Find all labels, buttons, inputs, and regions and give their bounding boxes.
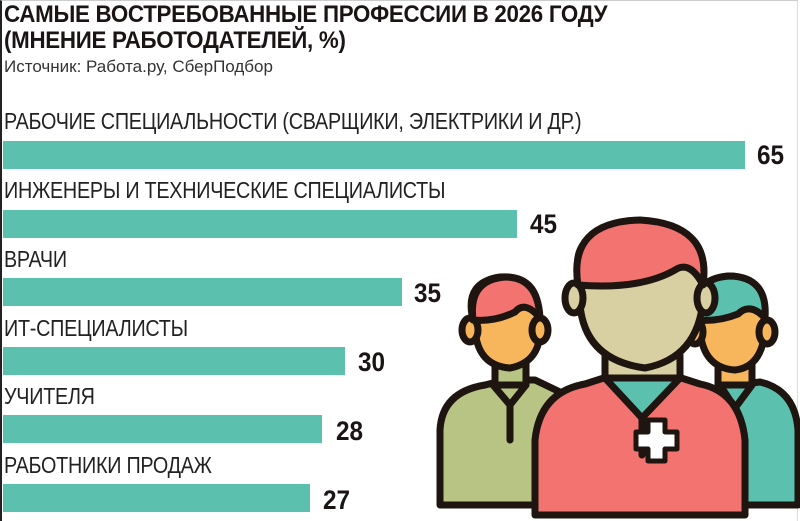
bar-label: ИНЖЕНЕРЫ И ТЕХНИЧЕСКИЕ СПЕЦИАЛИСТЫ bbox=[4, 177, 446, 203]
bar-label: ВРАЧИ bbox=[4, 246, 67, 272]
left-doctor bbox=[436, 273, 564, 509]
bar-label: РАБОТНИКИ ПРОДАЖ bbox=[4, 452, 212, 478]
medical-cross-icon bbox=[633, 417, 680, 464]
chart-source: Источник: Работа.ру, СберПодбор bbox=[4, 57, 273, 76]
bar-value: 28 bbox=[336, 416, 364, 446]
bar bbox=[3, 278, 402, 306]
bar-value: 30 bbox=[358, 347, 386, 377]
chart-title-line1: САМЫЕ ВОСТРЕБОВАННЫЕ ПРОФЕССИИ В 2026 ГО… bbox=[4, 1, 608, 28]
bar-label: УЧИТЕЛЯ bbox=[4, 383, 95, 409]
bar-value: 27 bbox=[323, 485, 351, 515]
bar bbox=[3, 347, 345, 375]
bar bbox=[3, 484, 310, 512]
bar-value: 45 bbox=[530, 209, 558, 239]
bar bbox=[3, 415, 322, 443]
bar-label: РАБОЧИЕ СПЕЦИАЛЬНОСТИ (СВАРЩИКИ, ЭЛЕКТРИ… bbox=[4, 108, 582, 134]
center-doctor bbox=[531, 216, 749, 519]
bar-label: ИТ-СПЕЦИАЛИСТЫ bbox=[4, 315, 188, 341]
chart-title: САМЫЕ ВОСТРЕБОВАННЫЕ ПРОФЕССИИ В 2026 ГО… bbox=[4, 1, 608, 54]
bar bbox=[3, 141, 745, 169]
medical-staff-icon bbox=[436, 216, 800, 519]
bar-value: 65 bbox=[757, 140, 785, 170]
chart-title-line2: (МНЕНИЕ РАБОТОДАТЕЛЕЙ, %) bbox=[4, 27, 346, 54]
bar-value: 35 bbox=[414, 278, 442, 308]
bar bbox=[3, 210, 517, 238]
